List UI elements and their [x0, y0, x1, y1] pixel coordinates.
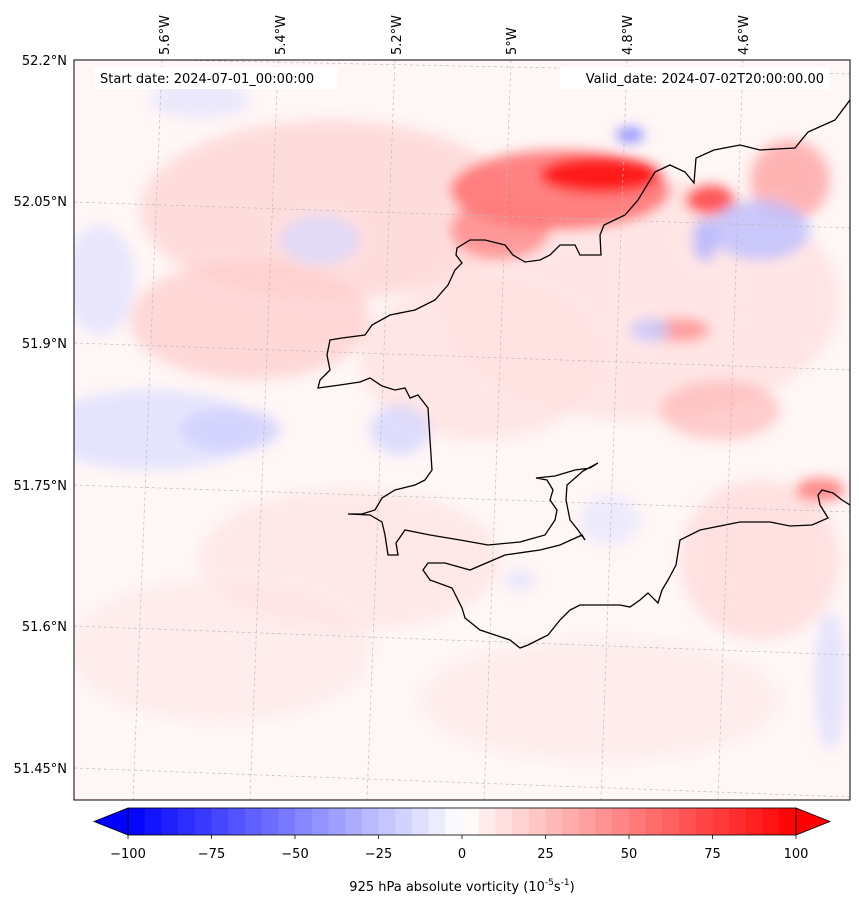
lon-label: 4.8°W: [621, 15, 636, 55]
colorbar-segment: [361, 808, 380, 835]
colorbar-segment: [462, 808, 480, 835]
colorbar-segment: [244, 808, 263, 835]
colorbar-segments: [128, 808, 797, 835]
colorbar-tick-label: 100: [784, 847, 809, 862]
colorbar-segment: [178, 808, 196, 835]
lat-label: 51.9°N: [22, 337, 67, 352]
lon-label: 5.2°W: [390, 15, 405, 55]
colorbar-segment: [161, 808, 179, 835]
colorbar-segment: [545, 808, 563, 835]
colorbar-segment: [695, 808, 714, 835]
lat-label: 52.2°N: [22, 54, 67, 69]
colorbar-low-extend: [92, 807, 129, 836]
colorbar-segment: [144, 808, 162, 835]
colorbar-segment: [428, 808, 446, 835]
lat-label: 51.75°N: [14, 479, 67, 494]
colorbar-segment: [612, 808, 630, 835]
colorbar-segment: [345, 808, 363, 835]
colorbar-segment: [562, 808, 580, 835]
colorbar-segment: [595, 808, 613, 835]
colorbar-segment: [411, 808, 430, 835]
colorbar-segment: [495, 808, 513, 835]
colorbar-segment: [261, 808, 279, 835]
colorbar-segment: [478, 808, 496, 835]
start-date-label: Start date: 2024-07-01_00:00:00: [100, 72, 314, 87]
colorbar-segment: [712, 808, 730, 835]
valid-date-box: [560, 67, 830, 89]
colorbar-segment: [762, 808, 780, 835]
colorbar-segment: [311, 808, 329, 835]
colorbar-segment: [528, 808, 547, 835]
colorbar-segment: [128, 808, 146, 835]
colorbar-segment: [378, 808, 396, 835]
colorbar-segment: [278, 808, 296, 835]
lat-label: 52.05°N: [14, 195, 67, 210]
colorbar-segment: [512, 808, 530, 835]
colorbar: −100 −75 −50 −25 0 25 50 75 100 925 hPa absolute…: [92, 807, 832, 895]
lat-label: 51.6°N: [22, 620, 67, 635]
colorbar-segment: [328, 808, 346, 835]
colorbar-segment: [228, 808, 246, 835]
colorbar-tick-label: −50: [281, 847, 308, 862]
colorbar-segment: [779, 808, 797, 835]
colorbar-high-extend: [795, 807, 832, 836]
lat-label: 51.45°N: [14, 762, 67, 777]
colorbar-tick-label: 0: [458, 847, 466, 862]
colorbar-segment: [445, 808, 463, 835]
map-frame: [73, 59, 851, 801]
colorbar-segment: [662, 808, 680, 835]
colorbar-tick-label: −75: [198, 847, 225, 862]
start-date-box: [94, 67, 338, 89]
colorbar-tick-label: 25: [537, 847, 554, 862]
colorbar-segment: [729, 808, 747, 835]
map-panel: Start date: 2024-07-01_00:00:00 Valid_da…: [73, 59, 851, 801]
colorbar-segment: [295, 808, 313, 835]
coastline: [317, 99, 850, 649]
colorbar-segment: [745, 808, 764, 835]
colorbar-segment: [679, 808, 697, 835]
colorbar-segment: [645, 808, 663, 835]
colorbar-segment: [211, 808, 229, 835]
latitude-labels: 52.2°N 52.05°N 51.9°N 51.75°N 51.6°N 51.…: [14, 54, 67, 777]
colorbar-segment: [194, 808, 213, 835]
colorbar-ticks: −100 −75 −50 −25 0 25 50 75 100: [110, 835, 808, 862]
colorbar-tick-label: 75: [704, 847, 721, 862]
colorbar-title: 925 hPa absolute vorticity (10-5s-1): [349, 878, 574, 895]
lon-label: 4.6°W: [737, 15, 752, 55]
colorbar-tick-label: −100: [110, 847, 146, 862]
colorbar-segment: [578, 808, 597, 835]
lon-label: 5.6°W: [158, 15, 173, 55]
vorticity-field: [74, 82, 845, 760]
lon-label: 5°W: [505, 27, 520, 55]
colorbar-segment: [395, 808, 413, 835]
colorbar-segment: [629, 808, 647, 835]
longitude-labels: 5.6°W 5.4°W 5.2°W 5°W 4.8°W 4.6°W: [158, 15, 752, 55]
lon-label: 5.4°W: [274, 15, 289, 55]
valid-date-label: Valid_date: 2024-07-02T20:00:00.00: [586, 72, 824, 87]
colorbar-tick-label: −25: [365, 847, 392, 862]
colorbar-tick-label: 50: [621, 847, 638, 862]
